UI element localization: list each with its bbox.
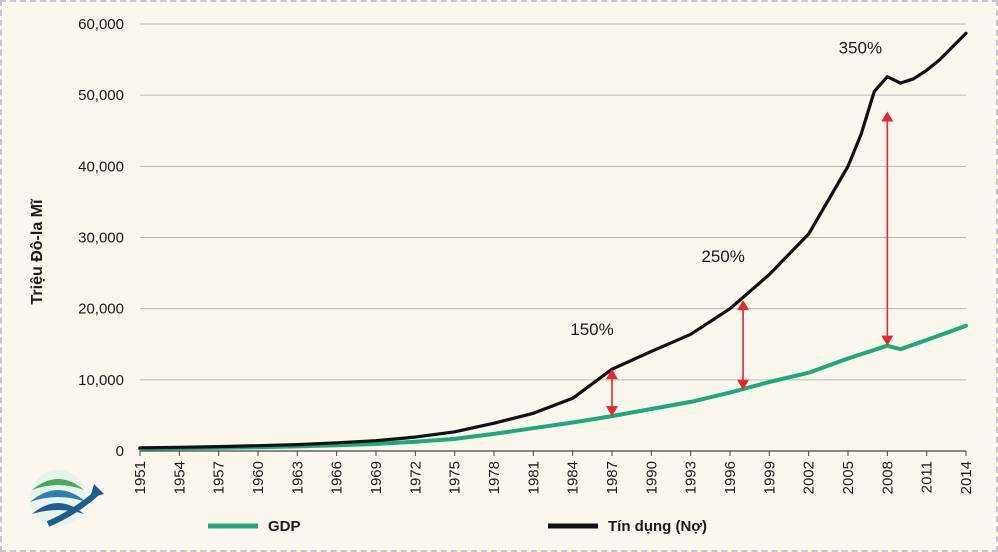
x-tick-label: 2002	[801, 461, 818, 494]
x-tick-label: 1999	[761, 461, 778, 494]
x-tick-label: 1957	[211, 461, 228, 494]
globe-logo-icon	[30, 470, 104, 527]
ratio-arrow-head-up	[881, 111, 894, 122]
x-tick-label: 2005	[840, 461, 857, 494]
x-tick-label: 1954	[171, 461, 188, 494]
ratio-arrow-head-up	[737, 300, 750, 311]
legend-item-credit: Tín dụng (Nợ)	[548, 518, 707, 535]
x-axis: 1951 1954 1957 1960 1963 1966 1969 1972 1975 1978…	[132, 451, 975, 494]
legend-label-credit: Tín dụng (Nợ)	[608, 518, 707, 535]
y-tick-label: 60,000	[78, 16, 124, 33]
x-tick-label: 2014	[958, 461, 975, 494]
x-tick-label: 1966	[329, 461, 346, 494]
series-lines	[138, 31, 968, 451]
x-tick-label: 2011	[919, 461, 936, 493]
ratio-arrow-head-down	[737, 379, 750, 390]
ratio-arrow-head-up	[606, 369, 618, 380]
x-tick-label: 1978	[486, 461, 503, 494]
x-tick-label: 1969	[368, 461, 385, 494]
x-tick-label: 1975	[447, 461, 464, 494]
ratio-label: 150%	[570, 320, 613, 339]
x-tick-label: 1972	[407, 461, 424, 494]
y-tick-label: 50,000	[78, 87, 124, 104]
y-tick-label: 0	[116, 443, 124, 460]
x-tick-label: 1960	[250, 461, 267, 494]
x-tick-label: 1963	[289, 461, 306, 494]
x-tick-label: 1987	[604, 461, 621, 494]
y-axis-label: Triệu Đô-la Mĩ	[29, 198, 46, 304]
ratio-arrows: 150% 250% 350%	[570, 39, 894, 417]
x-tick-label: 1990	[643, 461, 660, 494]
ratio-label: 350%	[839, 39, 882, 58]
ratio-arrow-head-down	[606, 406, 618, 417]
legend-item-gdp: GDP	[208, 518, 301, 535]
credit-line	[138, 31, 968, 450]
y-tick-label: 20,000	[78, 301, 124, 318]
legend: GDP Tín dụng (Nợ)	[208, 518, 707, 535]
legend-label-gdp: GDP	[268, 518, 301, 535]
x-tick-label: 1981	[525, 461, 542, 494]
x-tick-label: 1951	[132, 461, 149, 494]
y-tick-label: 40,000	[78, 158, 124, 175]
x-tick-label: 1993	[683, 461, 700, 494]
x-tick-label: 1984	[565, 461, 582, 494]
gdp-line	[138, 323, 968, 451]
y-tick-label: 10,000	[78, 372, 124, 389]
x-tick-label: 1996	[722, 461, 739, 494]
y-tick-label: 30,000	[78, 230, 124, 247]
y-axis: 0 10,000 20,000 30,000 40,000 50,000 60,000	[78, 16, 124, 460]
ratio-arrow-head-down	[881, 335, 894, 346]
x-tick-label: 2008	[879, 461, 896, 494]
ratio-label: 250%	[701, 247, 744, 266]
gridlines	[140, 23, 966, 452]
